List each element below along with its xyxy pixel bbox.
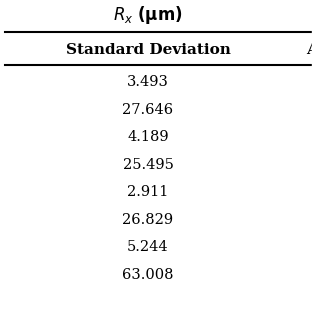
Text: 5.244: 5.244 <box>127 240 169 254</box>
Text: $\mathbf{\it{R}}_{\mathbf{\it{x}}}$ $\mathbf{(\mu m)}$: $\mathbf{\it{R}}_{\mathbf{\it{x}}}$ $\ma… <box>113 4 183 26</box>
Text: 25.495: 25.495 <box>123 157 173 172</box>
Text: 27.646: 27.646 <box>123 102 173 116</box>
Text: 63.008: 63.008 <box>122 268 174 282</box>
Text: A: A <box>306 43 318 57</box>
Text: 2: 2 <box>311 212 320 227</box>
Text: 26.829: 26.829 <box>123 212 173 227</box>
Text: 3.493: 3.493 <box>127 75 169 89</box>
Text: 4.189: 4.189 <box>127 130 169 144</box>
Text: 1: 1 <box>311 102 320 116</box>
Text: Standard Deviation: Standard Deviation <box>66 43 230 57</box>
Text: 2.911: 2.911 <box>127 185 169 199</box>
Text: 2: 2 <box>311 268 320 282</box>
Bar <box>312 0 320 320</box>
Text: 1: 1 <box>311 157 320 172</box>
